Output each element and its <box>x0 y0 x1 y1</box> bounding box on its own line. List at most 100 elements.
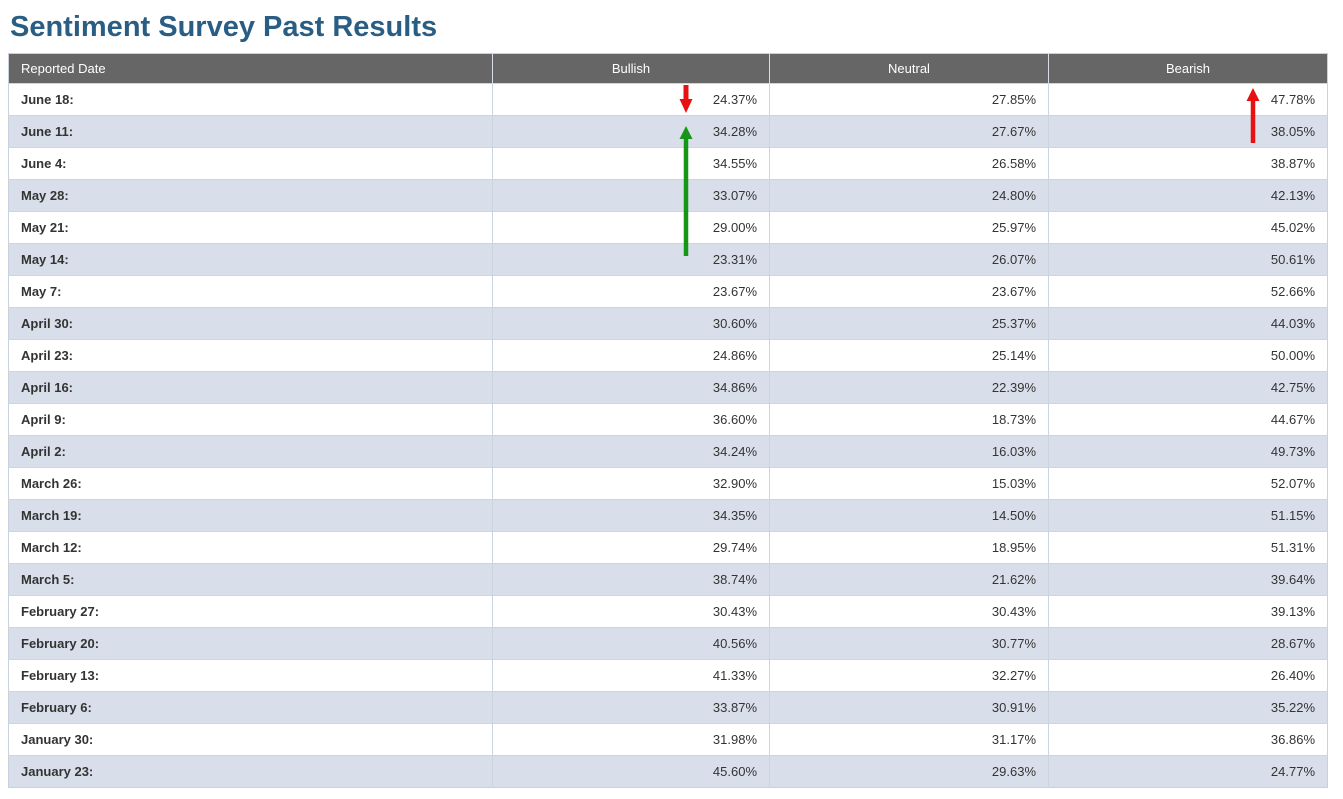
row-bullish: 23.67% <box>492 275 770 308</box>
row-neutral: 25.37% <box>769 307 1049 340</box>
row-date: January 23: <box>8 755 493 788</box>
row-bullish: 38.74% <box>492 563 770 596</box>
row-bearish: 50.61% <box>1048 243 1328 276</box>
row-date: January 30: <box>8 723 493 756</box>
page-title: Sentiment Survey Past Results <box>10 11 438 43</box>
row-date: May 14: <box>8 243 493 276</box>
row-bullish: 34.35% <box>492 499 770 532</box>
table-row: February 13: 41.33% 32.27% 26.40% <box>8 659 1328 692</box>
row-date: April 23: <box>8 339 493 372</box>
row-neutral: 24.80% <box>769 179 1049 212</box>
row-date: March 19: <box>8 499 493 532</box>
row-neutral: 18.95% <box>769 531 1049 564</box>
row-neutral: 22.39% <box>769 371 1049 404</box>
sentiment-table: Reported Date Bullish Neutral Bearish Ju… <box>8 53 1328 788</box>
row-bullish: 40.56% <box>492 627 770 660</box>
row-date: March 26: <box>8 467 493 500</box>
row-date: February 27: <box>8 595 493 628</box>
row-bullish: 45.60% <box>492 755 770 788</box>
table-row: February 6: 33.87% 30.91% 35.22% <box>8 691 1328 724</box>
row-date: June 4: <box>8 147 493 180</box>
row-neutral: 32.27% <box>769 659 1049 692</box>
row-date: May 28: <box>8 179 493 212</box>
row-date: June 18: <box>8 83 493 116</box>
table-row: June 18: 24.37% 27.85% 47.78% <box>8 83 1328 116</box>
row-bullish: 33.07% <box>492 179 770 212</box>
row-bearish: 51.15% <box>1048 499 1328 532</box>
table-row: May 14: 23.31% 26.07% 50.61% <box>8 243 1328 276</box>
column-header-neutral: Neutral <box>769 53 1049 84</box>
row-bullish: 30.60% <box>492 307 770 340</box>
row-bearish: 24.77% <box>1048 755 1328 788</box>
row-bearish: 35.22% <box>1048 691 1328 724</box>
row-bullish: 41.33% <box>492 659 770 692</box>
column-header-reported-date: Reported Date <box>8 53 493 84</box>
row-date: March 12: <box>8 531 493 564</box>
row-bullish: 29.74% <box>492 531 770 564</box>
row-date: May 7: <box>8 275 493 308</box>
row-bearish: 47.78% <box>1048 83 1328 116</box>
table-row: April 23: 24.86% 25.14% 50.00% <box>8 339 1328 372</box>
row-bearish: 52.07% <box>1048 467 1328 500</box>
row-date: April 2: <box>8 435 493 468</box>
sentiment-table-container: Reported Date Bullish Neutral Bearish Ju… <box>8 53 1328 788</box>
row-neutral: 30.91% <box>769 691 1049 724</box>
row-bearish: 42.75% <box>1048 371 1328 404</box>
table-row: May 7: 23.67% 23.67% 52.66% <box>8 275 1328 308</box>
row-neutral: 16.03% <box>769 435 1049 468</box>
row-bearish: 44.03% <box>1048 307 1328 340</box>
table-row: January 30: 31.98% 31.17% 36.86% <box>8 723 1328 756</box>
row-date: May 21: <box>8 211 493 244</box>
row-neutral: 15.03% <box>769 467 1049 500</box>
row-bearish: 38.05% <box>1048 115 1328 148</box>
row-neutral: 27.67% <box>769 115 1049 148</box>
row-bullish: 29.00% <box>492 211 770 244</box>
row-date: March 5: <box>8 563 493 596</box>
table-row: March 5: 38.74% 21.62% 39.64% <box>8 563 1328 596</box>
row-bullish: 34.55% <box>492 147 770 180</box>
table-row: February 27: 30.43% 30.43% 39.13% <box>8 595 1328 628</box>
row-bearish: 52.66% <box>1048 275 1328 308</box>
row-date: February 13: <box>8 659 493 692</box>
row-neutral: 26.07% <box>769 243 1049 276</box>
table-row: May 21: 29.00% 25.97% 45.02% <box>8 211 1328 244</box>
row-bullish: 34.28% <box>492 115 770 148</box>
table-row: March 12: 29.74% 18.95% 51.31% <box>8 531 1328 564</box>
row-bearish: 36.86% <box>1048 723 1328 756</box>
row-neutral: 27.85% <box>769 83 1049 116</box>
row-bearish: 50.00% <box>1048 339 1328 372</box>
row-bullish: 34.24% <box>492 435 770 468</box>
row-date: April 30: <box>8 307 493 340</box>
column-header-bullish: Bullish <box>492 53 770 84</box>
row-neutral: 14.50% <box>769 499 1049 532</box>
row-bullish: 31.98% <box>492 723 770 756</box>
row-bearish: 38.87% <box>1048 147 1328 180</box>
table-body: June 18: 24.37% 27.85% 47.78% June 11: 34.28%… <box>8 83 1328 788</box>
row-bearish: 28.67% <box>1048 627 1328 660</box>
row-bullish: 32.90% <box>492 467 770 500</box>
row-bullish: 33.87% <box>492 691 770 724</box>
row-date: February 6: <box>8 691 493 724</box>
table-row: May 28: 33.07% 24.80% 42.13% <box>8 179 1328 212</box>
row-bearish: 42.13% <box>1048 179 1328 212</box>
row-neutral: 26.58% <box>769 147 1049 180</box>
column-header-bearish: Bearish <box>1048 53 1328 84</box>
table-row: April 9: 36.60% 18.73% 44.67% <box>8 403 1328 436</box>
row-neutral: 25.97% <box>769 211 1049 244</box>
row-bullish: 34.86% <box>492 371 770 404</box>
row-bearish: 51.31% <box>1048 531 1328 564</box>
row-neutral: 30.77% <box>769 627 1049 660</box>
row-neutral: 29.63% <box>769 755 1049 788</box>
row-bullish: 24.86% <box>492 339 770 372</box>
row-date: February 20: <box>8 627 493 660</box>
row-bearish: 39.64% <box>1048 563 1328 596</box>
row-neutral: 21.62% <box>769 563 1049 596</box>
row-bearish: 44.67% <box>1048 403 1328 436</box>
row-neutral: 30.43% <box>769 595 1049 628</box>
row-neutral: 31.17% <box>769 723 1049 756</box>
table-row: March 26: 32.90% 15.03% 52.07% <box>8 467 1328 500</box>
row-bearish: 39.13% <box>1048 595 1328 628</box>
table-row: June 11: 34.28% 27.67% 38.05% <box>8 115 1328 148</box>
row-bearish: 45.02% <box>1048 211 1328 244</box>
table-header: Reported Date Bullish Neutral Bearish <box>8 53 1328 84</box>
